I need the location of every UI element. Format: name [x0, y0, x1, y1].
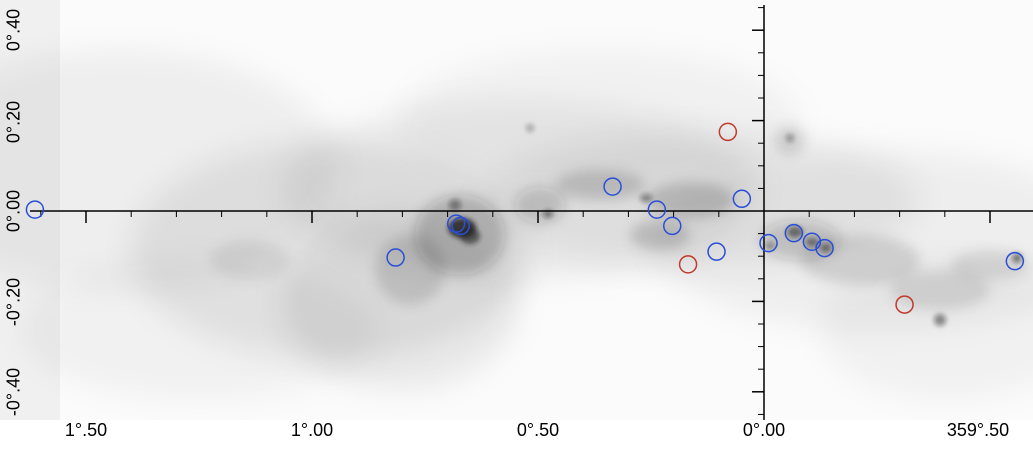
blue-source-marker	[802, 232, 822, 251]
red-source-marker	[895, 295, 914, 314]
blue-source-marker	[815, 238, 834, 258]
x-tick-label: 359°.50	[946, 420, 1010, 440]
blue-source-marker	[707, 242, 726, 261]
molecular-cloud	[645, 182, 735, 218]
y-tick-label: -0°.40	[3, 367, 24, 417]
dense-core	[460, 228, 480, 244]
y-tick-label: 0°.40	[3, 8, 24, 52]
dense-core	[449, 199, 461, 211]
y-tick-label: -0°.20	[3, 277, 24, 327]
molecular-cloud	[890, 270, 990, 310]
dense-core	[786, 134, 794, 142]
axis-ticks	[40, 7, 991, 415]
blue-source-marker	[784, 223, 804, 243]
molecular-cloud	[515, 187, 565, 223]
dense-core	[765, 242, 775, 250]
blue-source-marker	[647, 200, 667, 219]
source-markers	[25, 122, 1025, 314]
blue-source-marker	[446, 214, 466, 233]
molecular-cloud	[555, 170, 645, 200]
diffuse-cloud	[400, 50, 800, 190]
blue-source-marker	[451, 216, 470, 236]
dense-core	[820, 243, 832, 253]
dense-core	[805, 237, 819, 247]
dense-core	[543, 210, 553, 218]
axis-lines	[30, 5, 1033, 420]
blue-source-marker	[25, 200, 45, 219]
dense-core	[640, 194, 652, 202]
red-source-marker	[678, 255, 698, 274]
molecular-cloud	[950, 250, 1030, 280]
y-tick-label: 0°.00	[3, 189, 24, 233]
x-tick-label: 1°.50	[64, 420, 108, 440]
molecular-cloud	[630, 220, 690, 250]
red-source-marker	[718, 122, 738, 142]
dense-core	[787, 226, 803, 238]
x-tick-label: 1°.00	[290, 420, 334, 440]
blue-source-marker	[1005, 251, 1025, 271]
molecular-cloud	[210, 240, 290, 280]
blue-source-marker	[732, 189, 752, 209]
diffuse-cloud	[20, 260, 380, 400]
x-tick-label: 0°.50	[516, 420, 560, 440]
blue-source-marker	[662, 216, 682, 236]
molecular-cloud	[375, 235, 445, 305]
y-tick-label: 0°.20	[3, 100, 24, 144]
blue-source-marker	[386, 248, 405, 267]
dense-core	[526, 124, 534, 132]
x-tick-label: 0°.00	[742, 420, 786, 440]
blue-source-marker	[759, 233, 778, 253]
dense-core	[934, 314, 946, 326]
blue-source-marker	[603, 177, 622, 196]
dense-core	[1012, 253, 1022, 263]
diffuse-emission	[0, 50, 1033, 400]
